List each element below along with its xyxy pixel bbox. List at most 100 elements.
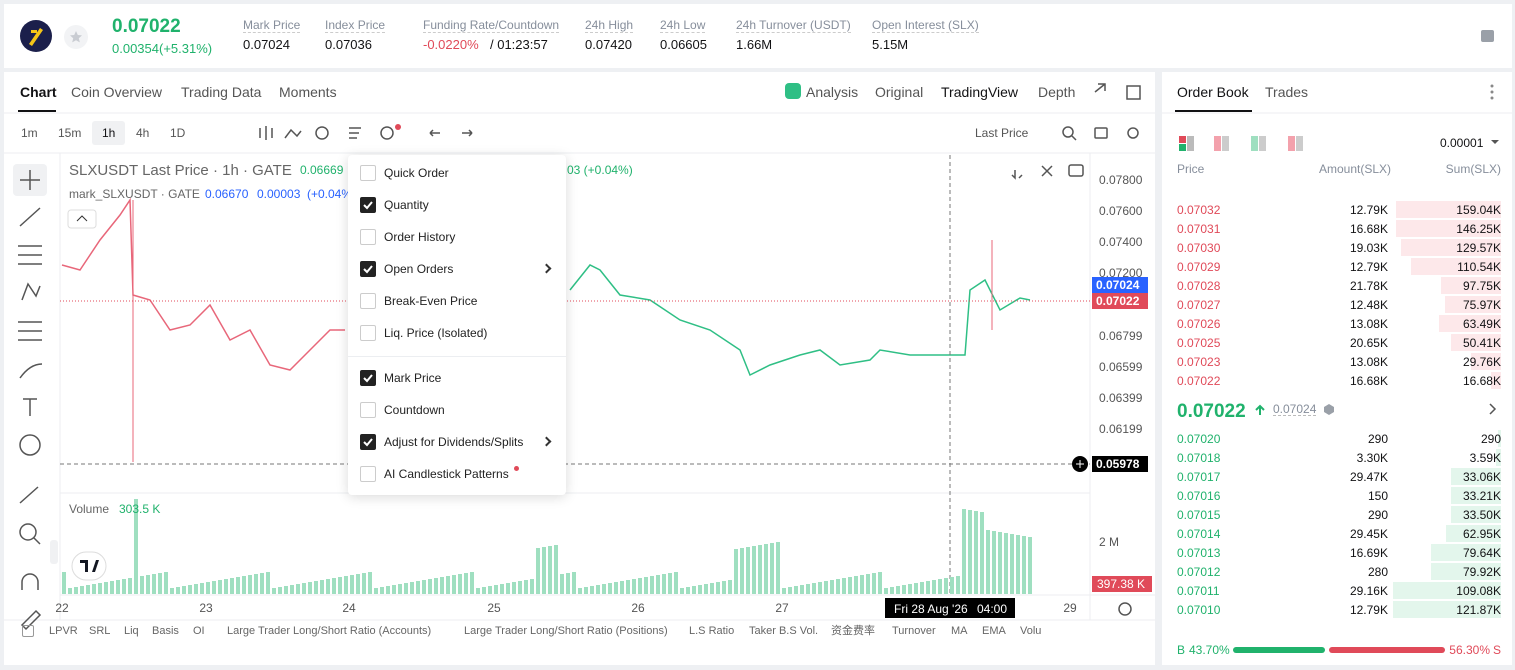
menu-checkbox[interactable] [360,261,376,277]
price-badge [1092,277,1148,293]
menu-item[interactable]: AI Candlestick Patterns [384,467,509,481]
view-tab[interactable]: TradingView [941,84,1019,100]
indicator[interactable]: L.S Ratio [689,625,735,637]
interval[interactable]: 1m [21,126,38,140]
book-price[interactable]: 0.07022 [1177,374,1221,388]
menu-checkbox[interactable] [360,402,376,418]
menu-item[interactable]: Liq. Price (Isolated) [384,326,488,340]
menu-checkbox[interactable] [360,165,376,181]
volume-bar [812,583,816,594]
volume-badge [1092,576,1152,592]
header-panel [4,4,1512,68]
stat-value: 0.06605 [660,37,707,52]
volume-bar [854,576,858,594]
chart-tab[interactable]: Chart [20,84,57,100]
book-price[interactable]: 0.07017 [1177,470,1221,484]
volume-bar [590,586,594,594]
book-price[interactable]: 0.07012 [1177,565,1221,579]
volume-bar [896,586,900,594]
book-price[interactable]: 0.07029 [1177,260,1221,274]
book-price[interactable]: 0.07016 [1177,489,1221,503]
view-tab[interactable]: Analysis [806,84,859,100]
volume-bar [842,578,846,594]
menu-item[interactable]: Open Orders [384,262,454,276]
volume-bar [464,573,468,594]
indicator[interactable]: OI [193,625,205,637]
volume-bar [800,585,804,594]
mark-pct: (+0.04% [307,187,353,201]
precision[interactable]: 0.00001 [1440,136,1484,150]
book-price[interactable]: 0.07013 [1177,546,1221,560]
book-price[interactable]: 0.07031 [1177,222,1221,236]
volume-bar [656,575,660,594]
menu-checkbox[interactable] [360,197,376,213]
book-price[interactable]: 0.07023 [1177,355,1221,369]
book-layout-icons[interactable] [1179,136,1303,151]
book-price[interactable]: 0.07018 [1177,451,1221,465]
book-price[interactable]: 0.07028 [1177,279,1221,293]
price-type[interactable]: Last Price [975,126,1029,140]
book-price[interactable]: 0.07032 [1177,203,1221,217]
book-price[interactable]: 0.07025 [1177,336,1221,350]
book-price[interactable]: 0.07015 [1177,508,1221,522]
toolbar-icons[interactable] [13,83,1141,631]
interval-active [92,121,125,145]
menu-checkbox[interactable] [360,293,376,309]
view-tab[interactable]: Original [875,84,924,100]
book-price[interactable]: 0.07026 [1177,317,1221,331]
menu-item[interactable]: Order History [384,230,456,244]
more-icons[interactable] [1490,84,1494,100]
volume-bar [278,587,282,594]
indicator[interactable]: EMA [982,625,1006,637]
book-price[interactable]: 0.07010 [1177,603,1221,617]
menu-item[interactable]: Countdown [384,403,445,417]
book-tab[interactable]: Trades [1265,84,1309,100]
volume-bar [128,578,132,594]
menu-checkbox[interactable] [360,325,376,341]
view-tab[interactable]: Depth [1038,84,1076,100]
indicator[interactable]: SRL [89,625,111,637]
menu-checkbox[interactable] [360,466,376,482]
menu-checkbox[interactable] [360,370,376,386]
book-price[interactable]: 0.07014 [1177,527,1221,541]
indicator[interactable]: LPVR [49,625,78,637]
menu-item[interactable]: Quantity [384,198,429,212]
book-price[interactable]: 0.07030 [1177,241,1221,255]
menu-item[interactable]: Break-Even Price [384,294,478,308]
chart-tab[interactable]: Trading Data [181,84,262,100]
volume-bar [176,587,180,594]
stat-label: 24h High [585,18,634,33]
book-icon[interactable] [1481,30,1494,42]
book-price[interactable]: 0.07020 [1177,432,1221,446]
indicator[interactable]: Turnover [892,625,936,637]
volume-bar [866,574,870,594]
book-price[interactable]: 0.07027 [1177,298,1221,312]
chart-tab[interactable]: Moments [279,84,337,100]
menu-checkbox[interactable] [360,434,376,450]
volume-bar [386,586,390,594]
indicator[interactable]: Large Trader Long/Short Ratio (Accounts) [227,625,432,637]
interval[interactable]: 1h [102,126,116,140]
indicator[interactable]: MA [951,625,968,637]
indicator[interactable]: 资金费率 [831,625,875,637]
interval[interactable]: 1D [170,126,186,140]
volume-bar [326,579,330,594]
indicator[interactable]: Basis [152,625,179,637]
depth-bar [1496,449,1501,466]
interval[interactable]: 4h [136,126,150,140]
indicator[interactable]: Taker B.S Vol. [749,625,819,637]
menu-checkbox[interactable] [360,229,376,245]
chart-tab[interactable]: Coin Overview [71,84,163,100]
menu-item[interactable]: Mark Price [384,371,442,385]
book-sum: 16.68K [1462,374,1501,388]
menu-item[interactable]: Quick Order [384,166,449,180]
price-trace [569,264,1031,377]
menu-item[interactable]: Adjust for Dividends/Splits [384,435,524,449]
indicator[interactable]: Liq [124,625,139,637]
indicator[interactable]: Large Trader Long/Short Ratio (Positions… [464,625,668,637]
book-tab[interactable]: Order Book [1177,84,1249,100]
volume-bar [62,572,66,594]
indicator[interactable]: Volu [1020,625,1042,637]
interval[interactable]: 15m [58,126,82,140]
book-price[interactable]: 0.07011 [1177,584,1220,598]
